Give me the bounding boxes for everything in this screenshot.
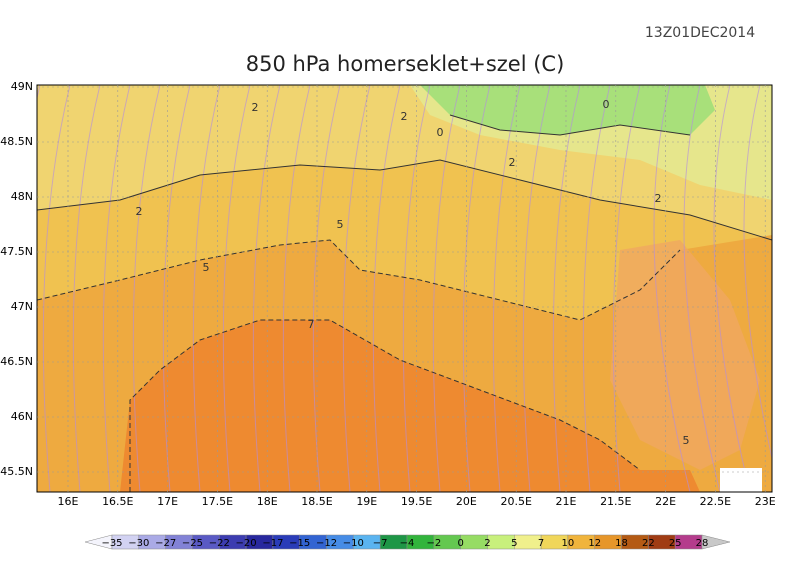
lat-label: 46N xyxy=(11,410,33,423)
axis-ticks: 49N 48.5N 48N 47.5N 47N 46.5N 46N 45.5N 16E 16.5E… xyxy=(0,80,775,508)
contour-label: 2 xyxy=(136,205,143,218)
contour-label: 2 xyxy=(252,101,259,114)
streamline xyxy=(683,85,721,492)
colorbar-label: −4 xyxy=(400,538,415,549)
streamline xyxy=(132,85,161,492)
map-field xyxy=(37,85,810,492)
streamline xyxy=(372,85,401,492)
colorbar-label: −15 xyxy=(289,538,310,549)
contour-label: 0 xyxy=(437,126,444,139)
streamline xyxy=(402,85,431,492)
colorbar-label: −12 xyxy=(316,538,337,549)
colorbar-label: 22 xyxy=(642,538,655,549)
lon-label: 19E xyxy=(356,495,377,508)
contours xyxy=(37,114,772,492)
lat-label: 45.5N xyxy=(0,465,33,478)
streamline xyxy=(252,85,281,492)
streamline xyxy=(462,85,491,492)
streamline xyxy=(743,85,772,461)
colorbar-label: −25 xyxy=(182,538,203,549)
streamline xyxy=(192,85,221,492)
contour-label: 2 xyxy=(509,156,516,169)
colorbar-label: −35 xyxy=(101,538,122,549)
streamline xyxy=(312,85,341,492)
lon-label: 17.5E xyxy=(202,495,233,508)
streamline xyxy=(342,85,371,492)
streamline xyxy=(713,85,751,492)
colorbar-label: 7 xyxy=(538,538,544,549)
colorbar-label: 18 xyxy=(615,538,628,549)
lon-label: 21.5E xyxy=(600,495,631,508)
title: 850 hPa homerseklet+szel (C) xyxy=(246,52,565,76)
lon-label: 22.5E xyxy=(700,495,731,508)
contour-label: 0 xyxy=(603,98,610,111)
lon-label: 16.5E xyxy=(102,495,133,508)
field-east xyxy=(610,240,760,470)
lon-label: 16E xyxy=(58,495,79,508)
lat-label: 46.5N xyxy=(0,355,33,368)
streamline xyxy=(552,85,581,492)
lon-label: 21E xyxy=(556,495,577,508)
streamline xyxy=(102,85,131,492)
colorbar-label: 28 xyxy=(696,538,709,549)
colorbar: −35 −30 −27 −25 −22 −20 −17 −15 −12 −10 −7 −4 −2 0 2 5 7… xyxy=(84,534,731,550)
streamline xyxy=(522,85,551,492)
field-hot xyxy=(120,320,700,492)
streamline xyxy=(582,85,611,492)
lat-label: 49N xyxy=(11,80,33,93)
streamline xyxy=(432,85,461,492)
lon-label: 22E xyxy=(655,495,676,508)
lat-label: 48.5N xyxy=(0,135,33,148)
lon-label: 17E xyxy=(157,495,178,508)
colorbar-label: 10 xyxy=(562,538,575,549)
streamline xyxy=(804,85,810,492)
colorbar-label: −27 xyxy=(155,538,176,549)
lon-label: 18E xyxy=(257,495,278,508)
colorbar-label: −10 xyxy=(343,538,364,549)
streamline xyxy=(72,85,101,492)
map-frame xyxy=(36,84,773,493)
colorbar-end-high xyxy=(701,534,731,550)
lon-label: 20.5E xyxy=(500,495,531,508)
colorbar-label: −20 xyxy=(236,538,257,549)
colorbar-label: −30 xyxy=(128,538,149,549)
field-green xyxy=(420,85,715,135)
lat-label: 47.5N xyxy=(0,245,33,258)
streamlines xyxy=(37,85,810,492)
lat-label: 47N xyxy=(11,300,33,313)
blank-patch xyxy=(720,468,762,492)
contour-label: 5 xyxy=(203,261,210,274)
lon-label: 23E xyxy=(755,495,776,508)
lat-label: 48N xyxy=(11,190,33,203)
streamline xyxy=(282,85,311,492)
colorbar-label: 2 xyxy=(484,538,490,549)
colorbar-label: 5 xyxy=(511,538,517,549)
lon-label: 19.5E xyxy=(401,495,432,508)
colorbar-label: −22 xyxy=(209,538,230,549)
streamline xyxy=(612,85,641,492)
lon-label: 18.5E xyxy=(301,495,332,508)
contour-label: 7 xyxy=(308,318,315,331)
lon-label: 20E xyxy=(456,495,477,508)
streamline xyxy=(222,85,251,492)
colorbar-label: 25 xyxy=(669,538,682,549)
contour-label: 5 xyxy=(337,218,344,231)
timestamp: 13Z01DEC2014 xyxy=(645,25,755,41)
colorbar-label: −17 xyxy=(262,538,283,549)
streamline xyxy=(774,85,810,492)
contour-label: 2 xyxy=(401,110,408,123)
colorbar-label: 0 xyxy=(457,538,463,549)
contour-labels: 2 2 0 0 2 2 2 5 5 7 5 xyxy=(136,98,690,447)
streamline xyxy=(162,85,191,492)
colorbar-label: 12 xyxy=(588,538,601,549)
streamline xyxy=(42,85,71,492)
contour-label: 2 xyxy=(655,192,662,205)
contour-label: 5 xyxy=(683,434,690,447)
colorbar-label: −2 xyxy=(426,538,441,549)
colorbar-label: −7 xyxy=(373,538,388,549)
